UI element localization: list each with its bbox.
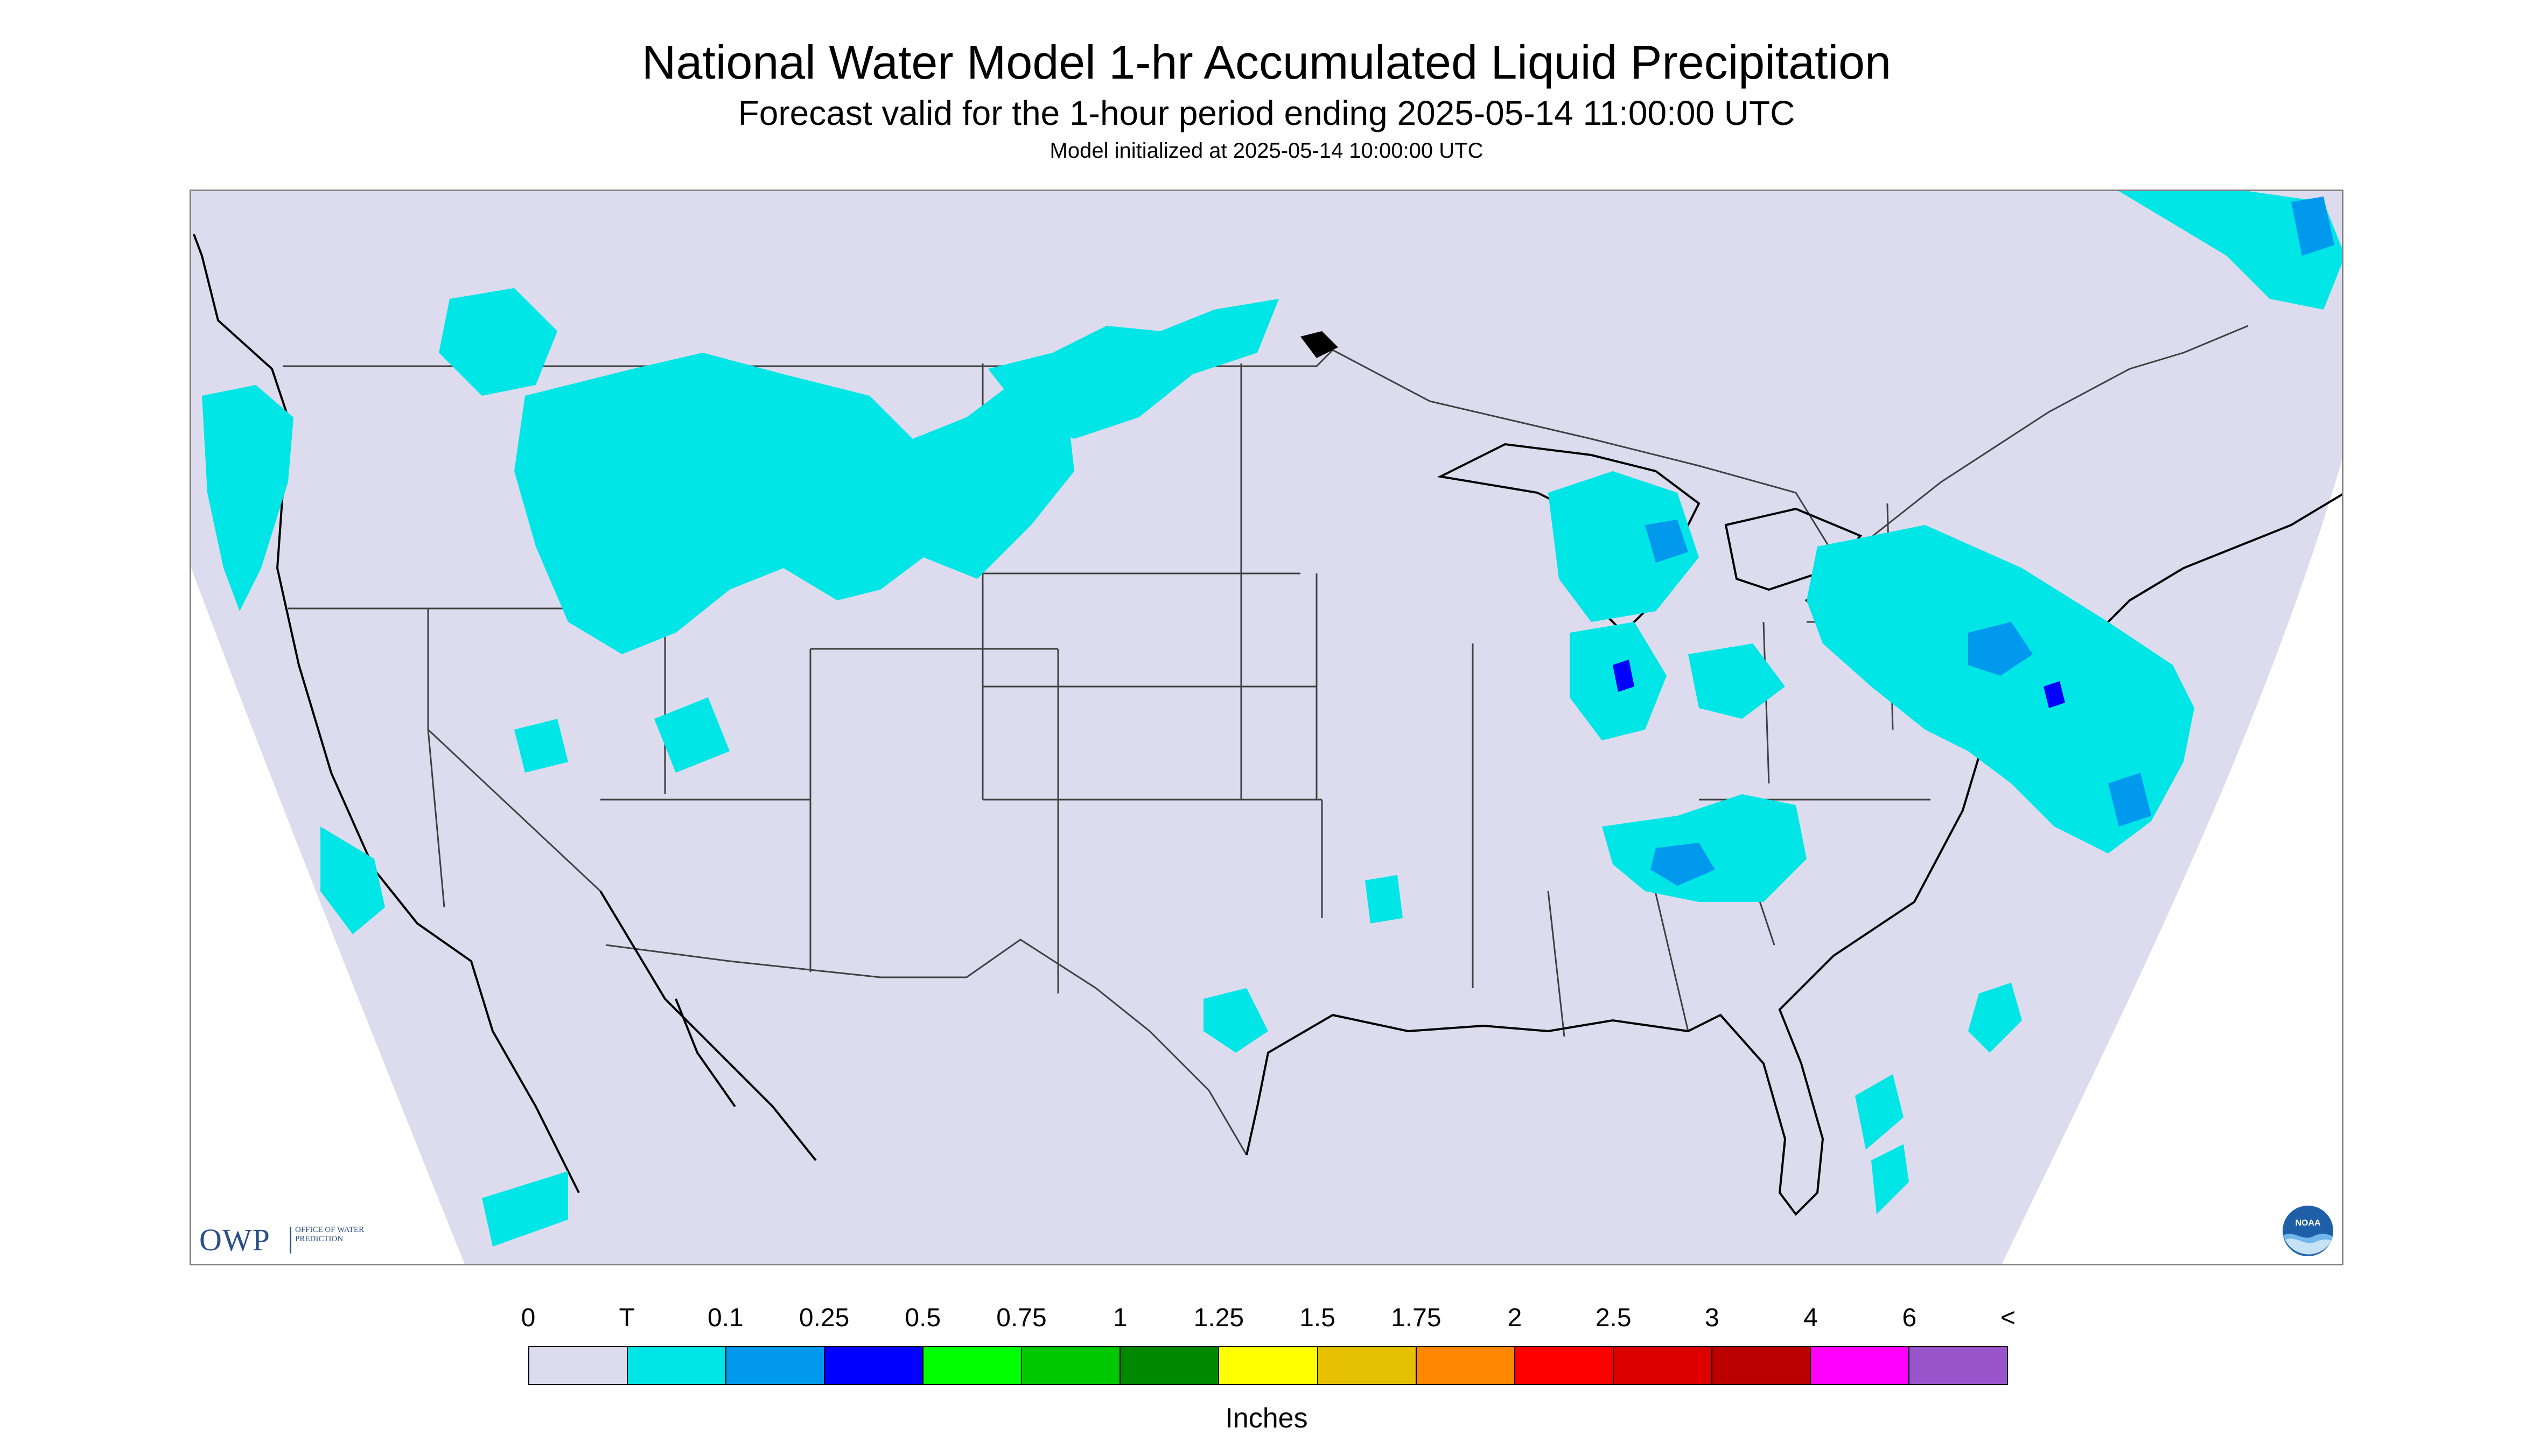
legend-label: 1 (1112, 1304, 1128, 1332)
precip-legend (528, 1346, 2008, 1385)
precip-ohio (1688, 643, 1785, 719)
model-init-line: Model initialized at 2025-05-14 10:00:00… (1049, 139, 1484, 163)
legend-label: 2.5 (1595, 1304, 1632, 1332)
precip-mi-core (1645, 520, 1688, 563)
legend-swatch (1218, 1346, 1317, 1385)
legend-label: 3 (1705, 1304, 1719, 1332)
legend-swatch (1119, 1346, 1219, 1385)
precip-atlantic-offshore (1855, 983, 2022, 1214)
legend-swatch (922, 1346, 1021, 1385)
legend-label: 0.5 (905, 1304, 941, 1332)
precip-new-england (2119, 191, 2342, 310)
owp-logo-subtext: OFFICE OF WATER PREDICTION (295, 1226, 365, 1243)
precip-texas-coast (1203, 875, 1403, 1053)
legend-label: T (619, 1304, 635, 1332)
legend-label: 0 (521, 1304, 536, 1332)
legend-label: 0.25 (799, 1304, 850, 1332)
precip-southwest (320, 827, 568, 1247)
legend-swatch (1908, 1346, 2008, 1385)
precip-trace (202, 191, 2342, 1247)
noaa-logo: NOAA (2282, 1205, 2334, 1257)
precip-maine-core (2291, 197, 2334, 256)
legend-swatch (1612, 1346, 1711, 1385)
owp-logo: OWP OFFICE OF WATER PREDICTION (199, 1221, 377, 1259)
precip-offshore-core (2108, 773, 2151, 827)
precip-michigan (1548, 471, 1699, 622)
legend-label: 0.1 (708, 1304, 744, 1332)
baja-coast (599, 890, 817, 1161)
legend-swatch (1415, 1346, 1514, 1385)
precipitation-map (190, 190, 2343, 1265)
legend-units-label: Inches (1225, 1403, 1308, 1434)
noaa-logo-text: NOAA (2295, 1219, 2321, 1228)
precip-mid-atlantic (1807, 525, 2194, 853)
legend-label: 2 (1507, 1304, 1522, 1332)
precip-in-core (1613, 660, 1634, 692)
owp-logo-divider (290, 1227, 291, 1254)
legend-swatch (725, 1346, 824, 1385)
legend-label: < (2000, 1304, 2016, 1332)
precip-ga-core (1650, 843, 1715, 886)
precip-nevada-utah (514, 697, 730, 773)
precip-montana-north (439, 288, 557, 396)
pacific-coast (193, 234, 580, 1193)
precip-pa-nj-core (1968, 622, 2033, 676)
lake-of-the-woods (1300, 331, 1338, 358)
legend-swatch (1514, 1346, 1613, 1385)
forecast-valid-subtitle: Forecast valid for the 1-hour period end… (738, 94, 1795, 132)
mexico-border (605, 939, 1248, 1156)
legend-swatch (1021, 1346, 1120, 1385)
precip-moderate (1613, 660, 2065, 708)
precip-nj-core (2044, 681, 2065, 708)
legend-swatch (1809, 1346, 1908, 1385)
map-canvas (191, 191, 2342, 1264)
canada-border (283, 325, 2249, 564)
legend-swatch (528, 1346, 627, 1385)
legend-swatch (1711, 1346, 1810, 1385)
legend-labels: 0 T 0.1 0.25 0.5 0.75 1 1.25 1.5 1.75 2 2.5 3 4 6 < (521, 1303, 2016, 1335)
legend-label: 6 (1902, 1304, 1917, 1332)
legend-swatch (1317, 1346, 1416, 1385)
map-title: National Water Model 1-hr Accumulated Li… (641, 36, 1892, 89)
legend-swatch (627, 1346, 726, 1385)
precip-light (1645, 197, 2334, 886)
legend-swatch (824, 1346, 923, 1385)
legend-label: 0.75 (996, 1304, 1047, 1332)
precip-southeast (1602, 794, 1807, 902)
legend-label: 4 (1803, 1304, 1818, 1332)
legend-label: 1.5 (1299, 1304, 1335, 1332)
legend-label: 1.25 (1193, 1304, 1244, 1332)
precip-pacific-nw (202, 385, 293, 611)
legend-label: 1.75 (1391, 1304, 1442, 1332)
owp-logo-text: OWP (199, 1222, 270, 1257)
precip-northern-rockies (514, 353, 1074, 654)
precip-dakotas (988, 299, 1279, 439)
